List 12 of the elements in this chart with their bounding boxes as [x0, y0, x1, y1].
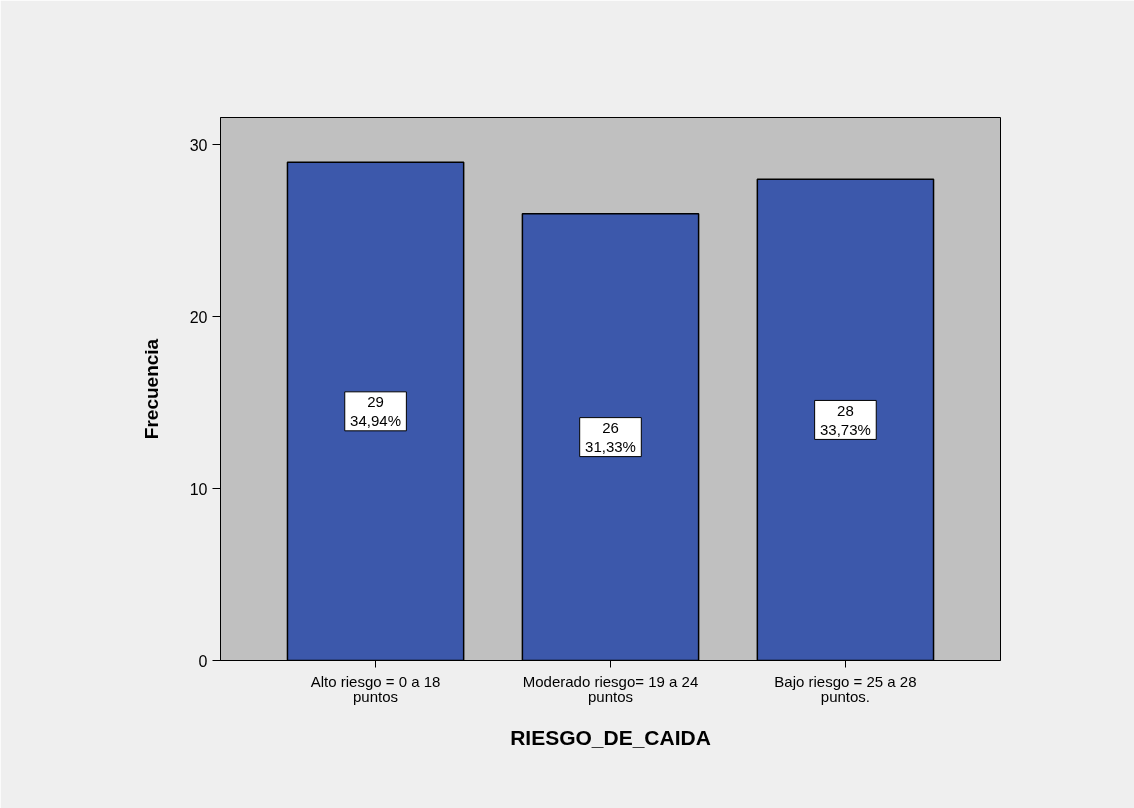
y-tick-label: 0 — [198, 652, 208, 670]
data-label: 26 31,33% — [585, 419, 636, 455]
data-label: 29 34,94% — [350, 393, 401, 430]
y-axis-title: Frecuencia — [140, 338, 162, 440]
x-tick-label: Moderado riesgo= 19 a 24 puntos — [522, 672, 699, 705]
y-tick-label: 10 — [189, 480, 208, 498]
x-tick-label: Bajo riesgo = 25 a 28 puntos. — [774, 672, 917, 705]
x-axis-title: RIESGO_DE_CAIDA — [510, 725, 711, 749]
y-tick-label: 30 — [189, 136, 208, 154]
y-tick-label: 20 — [189, 308, 208, 326]
x-tick-label: Alto riesgo = 0 a 18 puntos — [310, 672, 441, 705]
data-label: 28 33,73% — [820, 402, 871, 438]
